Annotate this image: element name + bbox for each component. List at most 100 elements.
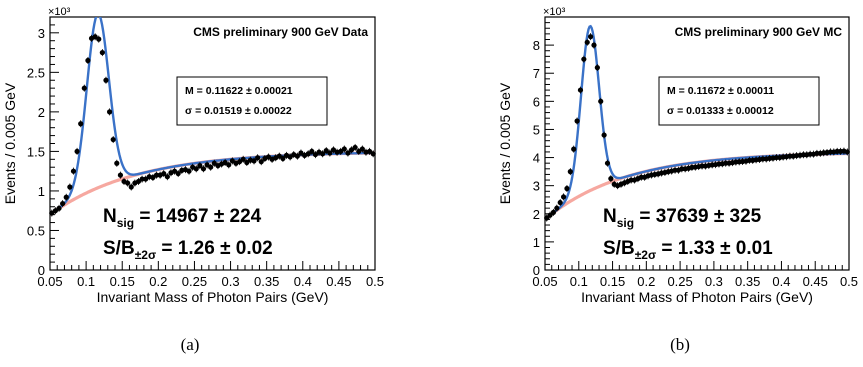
fit-parameter-box (176, 76, 328, 126)
data-point (103, 77, 109, 83)
data-point (78, 121, 84, 127)
y-tick-label: 7 (533, 66, 540, 81)
x-tick-label: 0.25 (667, 274, 692, 289)
signal-to-background-annotation: S/B±2σ = 1.26 ± 0.02 (103, 238, 273, 262)
data-point (258, 159, 264, 165)
x-tick-label: 0.45 (326, 274, 351, 289)
data-point (370, 151, 376, 157)
y-tick-label: 0.5 (27, 223, 45, 238)
y-tick-label: 3 (533, 179, 540, 194)
data-point (114, 160, 120, 166)
x-tick-label: 0.5 (840, 274, 858, 289)
data-point (581, 56, 587, 62)
y-tick-label: 4 (533, 151, 540, 166)
data-point (588, 34, 594, 40)
data-point (320, 151, 326, 157)
data-point (153, 172, 160, 178)
data-point (280, 155, 286, 162)
y-tick-label: 0 (38, 263, 45, 278)
y-tick-label: 6 (533, 94, 540, 109)
data-point (255, 155, 261, 161)
data-point (81, 85, 87, 91)
data-point (193, 166, 199, 172)
fit-sigma-label: σ = 0.01333 ± 0.00012 (667, 105, 774, 117)
x-tick-label: 0.15 (110, 274, 135, 289)
chart-title: CMS preliminary 900 GeV Data (193, 25, 368, 39)
fit-mean-label: M = 0.11672 ± 0.00011 (667, 85, 774, 97)
x-tick-label: 0.35 (735, 274, 760, 289)
data-point (74, 148, 80, 155)
data-point (110, 136, 116, 143)
data-point (251, 158, 257, 164)
data-point (550, 209, 557, 215)
data-point (309, 148, 315, 155)
data-point (226, 162, 232, 168)
x-tick-label: 0.3 (705, 274, 723, 289)
data-point (601, 132, 607, 138)
data-point (186, 168, 192, 174)
x-tick-label: 0.4 (772, 274, 790, 289)
data-point (844, 149, 850, 155)
y-tick-label: 1 (38, 184, 45, 199)
x-tick-label: 0.4 (294, 274, 312, 289)
x-tick-label: 0.1 (77, 274, 95, 289)
data-point (574, 118, 580, 124)
x-tick-label: 0.05 (37, 274, 62, 289)
x-tick-label: 0.2 (149, 274, 167, 289)
x-tick-label: 0.25 (182, 274, 207, 289)
plot-frame (544, 16, 850, 271)
data-point (594, 65, 600, 71)
data-point (240, 156, 246, 162)
data-point (56, 205, 62, 211)
data-point (175, 170, 181, 177)
data-point (106, 109, 113, 115)
y-tick-label: 8 (533, 38, 540, 53)
data-point (359, 146, 365, 152)
data-point (164, 174, 170, 180)
y-tick-label: 0 (533, 263, 540, 278)
data-point (584, 39, 590, 45)
chart-title: CMS preliminary 900 GeV MC (675, 25, 843, 39)
y-tick-label: 1 (533, 235, 540, 250)
data-point (557, 199, 563, 206)
y-tick-label: 2 (533, 207, 540, 222)
data-point (197, 163, 203, 169)
fit-parameter-box (658, 76, 820, 126)
nsig-annotation: Nsig = 14967 ± 224 (103, 206, 262, 230)
data-point (591, 42, 597, 48)
y-tick-label: 2 (38, 105, 45, 120)
data-point (63, 194, 69, 200)
y-axis-label: Events / 0.005 GeV (2, 82, 18, 204)
x-axis-label: Invariant Mass of Photon Pairs (GeV) (581, 289, 813, 305)
y-tick-label: 1.5 (27, 144, 45, 159)
data-point (608, 176, 614, 182)
data-point (598, 98, 604, 104)
data-point (200, 166, 207, 172)
data-point (128, 184, 134, 190)
data-point (60, 200, 66, 207)
signal-to-background-annotation: S/B±2σ = 1.33 ± 0.01 (603, 238, 773, 262)
data-point (564, 185, 570, 192)
data-point (85, 57, 91, 64)
subfigure-label: (a) (181, 335, 200, 354)
data-point (560, 194, 567, 200)
x-tick-label: 0.2 (637, 274, 655, 289)
data-point (99, 49, 105, 56)
data-point (161, 170, 167, 177)
data-point (139, 176, 145, 182)
y-tick-label: 5 (533, 122, 540, 137)
panel-a: 0 0.5 1 1.5 2 2.5 3 0.05 0.1 0.15 0.2 0.25 0.3 0.35 0.… (2, 6, 384, 354)
data-point (571, 146, 577, 152)
data-point (327, 150, 333, 156)
x-tick-label: 0.1 (570, 274, 588, 289)
fit-mean-label: M = 0.11622 ± 0.00021 (185, 85, 293, 97)
data-point (567, 169, 573, 175)
x-tick-label: 0.15 (600, 274, 625, 289)
x-tick-label: 0.05 (532, 274, 557, 289)
data-point (577, 87, 584, 93)
data-point (208, 164, 214, 170)
fit-sigma-label: σ = 0.01519 ± 0.00022 (185, 105, 292, 117)
panel-b: 0 1 2 3 4 5 6 7 8 0.05 0.1 0.15 0.2 0.25 0.3 0.35 0.4 0.4… (497, 6, 858, 354)
x-tick-label: 0.3 (222, 274, 240, 289)
